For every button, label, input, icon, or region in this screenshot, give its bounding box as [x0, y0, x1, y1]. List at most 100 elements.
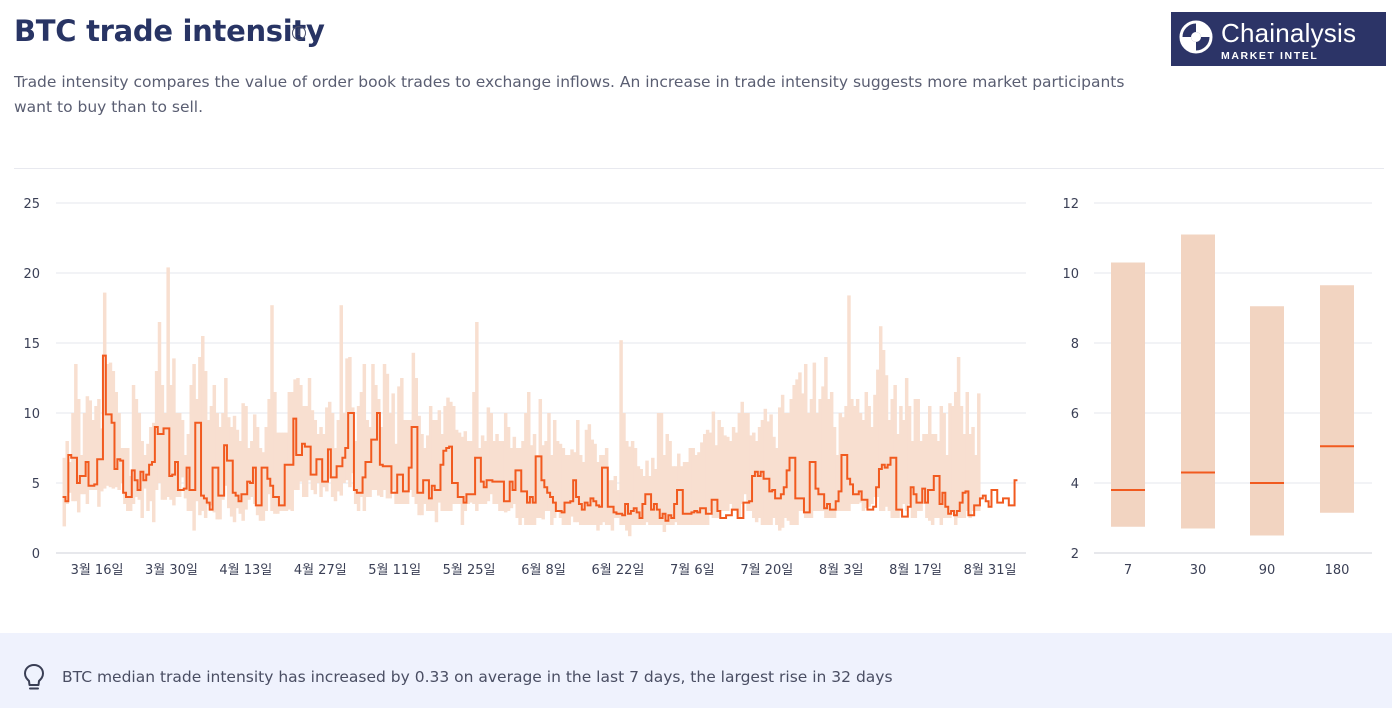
- range-band: [420, 434, 424, 516]
- range-band: [653, 469, 658, 525]
- range-band: [818, 399, 822, 511]
- range-band: [682, 462, 687, 525]
- range-band: [610, 480, 615, 531]
- y-tick-label: 8: [1071, 337, 1079, 352]
- summary-band: [1320, 285, 1354, 513]
- range-band: [639, 469, 644, 525]
- y-tick-label: 25: [23, 197, 40, 212]
- range-band: [221, 413, 225, 500]
- range-band: [203, 371, 208, 518]
- range-band: [656, 413, 661, 525]
- range-band: [154, 371, 159, 490]
- range-band: [754, 441, 759, 523]
- range-band: [299, 385, 303, 482]
- range-band: [743, 413, 747, 495]
- range-band: [769, 414, 773, 525]
- range-band: [123, 448, 127, 504]
- range-band: [694, 455, 698, 525]
- x-tick-label: 7: [1124, 563, 1132, 578]
- range-band: [648, 476, 652, 525]
- range-band: [498, 441, 502, 511]
- range-band: [287, 392, 292, 510]
- range-band: [428, 406, 433, 511]
- range-band: [460, 436, 465, 525]
- range-band: [925, 434, 929, 518]
- range-band: [558, 443, 563, 518]
- range-band: [495, 434, 499, 504]
- y-tick-label: 10: [1062, 267, 1079, 282]
- range-band: [907, 406, 912, 504]
- range-band: [391, 393, 395, 490]
- range-band: [544, 441, 548, 511]
- range-band: [547, 413, 551, 511]
- range-band: [922, 434, 926, 504]
- range-band: [619, 340, 623, 525]
- range-band: [327, 401, 332, 479]
- range-band: [192, 364, 196, 531]
- range-band: [408, 420, 413, 490]
- range-band: [160, 385, 165, 500]
- range-band: [896, 434, 900, 518]
- info-icon[interactable]: i: [292, 26, 306, 40]
- y-tick-label: 5: [32, 477, 40, 492]
- range-band: [521, 441, 525, 518]
- range-band: [172, 358, 176, 506]
- range-band: [241, 403, 245, 521]
- range-band: [535, 455, 540, 518]
- range-band: [302, 406, 306, 497]
- range-band: [388, 413, 393, 499]
- range-band: [904, 378, 909, 511]
- range-band: [111, 371, 116, 489]
- range-band: [723, 435, 727, 511]
- range-band: [126, 448, 130, 511]
- range-band: [965, 392, 969, 511]
- range-band: [552, 420, 557, 518]
- range-band: [304, 406, 309, 497]
- range-band: [163, 413, 168, 500]
- range-band: [143, 455, 147, 489]
- range-band: [117, 413, 121, 490]
- range-band: [763, 408, 768, 525]
- range-band: [379, 427, 384, 497]
- range-band: [538, 399, 543, 518]
- range-band: [850, 399, 854, 504]
- range-band: [786, 413, 791, 521]
- y-tick-label: 20: [23, 267, 40, 282]
- range-band: [604, 448, 609, 525]
- range-band: [402, 420, 407, 504]
- range-band: [581, 462, 586, 525]
- range-band: [714, 445, 719, 518]
- range-band: [616, 490, 620, 518]
- range-band: [861, 420, 866, 511]
- range-band: [342, 413, 346, 483]
- range-band: [91, 420, 95, 490]
- range-band: [330, 413, 335, 497]
- range-band: [971, 427, 975, 511]
- range-band: [858, 413, 863, 503]
- lightbulb-icon: [24, 664, 44, 690]
- range-band: [812, 362, 817, 511]
- range-band: [509, 448, 514, 509]
- range-band: [359, 392, 364, 497]
- range-band: [134, 399, 139, 497]
- logo-brand: Chainalysis: [1221, 18, 1357, 48]
- range-band: [951, 406, 955, 511]
- range-band: [434, 420, 439, 523]
- x-tick-label: 8월 3일: [819, 563, 864, 578]
- range-band: [273, 392, 277, 514]
- range-band: [411, 352, 416, 497]
- range-band: [477, 448, 482, 504]
- range-band: [945, 455, 949, 518]
- range-band: [590, 439, 594, 525]
- range-band: [293, 379, 297, 490]
- range-band: [959, 406, 964, 518]
- range-band: [806, 413, 811, 518]
- range-band: [270, 305, 274, 511]
- range-band: [584, 429, 589, 525]
- range-band: [942, 413, 946, 518]
- range-band: [186, 434, 191, 511]
- range-band: [128, 476, 133, 511]
- range-band: [276, 432, 280, 514]
- range-band: [803, 364, 808, 518]
- range-band: [307, 378, 312, 481]
